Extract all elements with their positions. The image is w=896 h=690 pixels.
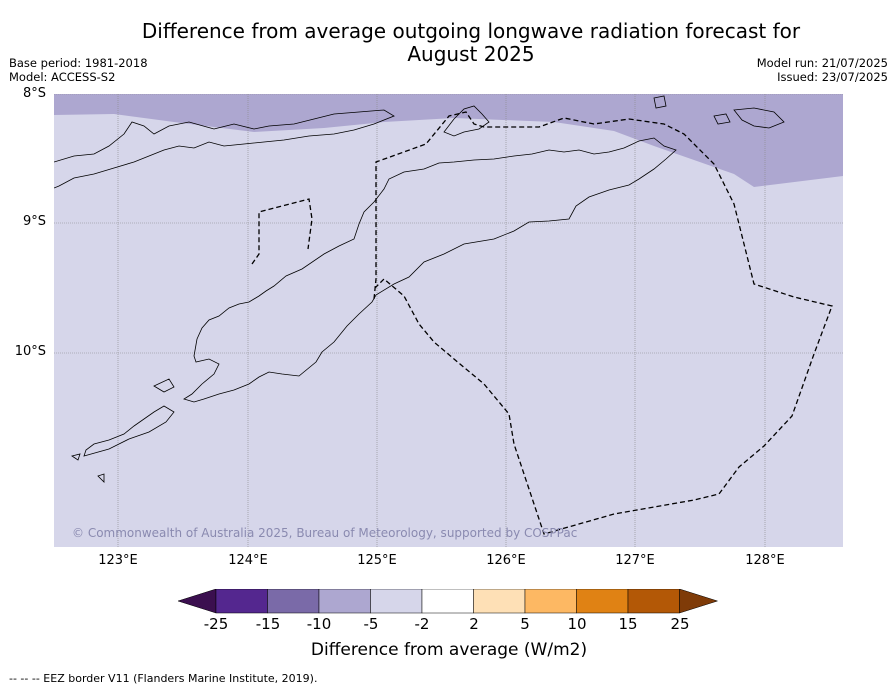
colorbar-label: -2 <box>414 615 430 633</box>
model-run: Model run: 21/07/2025 <box>756 56 888 70</box>
lon-label-128e: 128°E <box>745 553 785 568</box>
coastlines <box>54 95 785 483</box>
colorbar-label: 15 <box>618 615 638 633</box>
map-title: Difference from average outgoing longwav… <box>100 20 842 66</box>
colorbar-label: 10 <box>567 615 587 633</box>
model-name: Model: ACCESS-S2 <box>9 70 116 84</box>
lon-label-125e: 125°E <box>357 553 397 568</box>
colorbar <box>178 589 719 614</box>
map-background <box>54 94 843 547</box>
colorbar-swatch <box>627 589 680 614</box>
wetar-coastline <box>733 107 785 129</box>
colorbar-label: -5 <box>363 615 379 633</box>
sumba-coastline <box>83 405 175 457</box>
lon-label-123e: 123°E <box>98 553 138 568</box>
colorbar-swatch <box>576 589 629 614</box>
eez-border-west <box>251 198 313 265</box>
colorbar-label: -15 <box>255 615 281 633</box>
colorbar-swatch <box>267 589 320 614</box>
colorbar-label: -25 <box>203 615 229 633</box>
lon-label-127e: 127°E <box>615 553 655 568</box>
title-line-2: August 2025 <box>407 42 535 66</box>
graticule <box>54 94 843 547</box>
issued-date: Issued: 23/07/2025 <box>777 70 888 84</box>
colorbar-label: 2 <box>469 615 479 633</box>
eez-border-main <box>373 111 833 535</box>
savu-coastline <box>71 453 81 461</box>
colorbar-label: -10 <box>306 615 332 633</box>
eez-footnote: -- -- -- EEZ border V11 (Flanders Marine… <box>9 672 318 685</box>
map-canvas <box>54 94 843 547</box>
island-small-1 <box>713 113 731 125</box>
title-line-1: Difference from average outgoing longwav… <box>141 19 801 43</box>
colorbar-label: 5 <box>520 615 530 633</box>
lat-label-9s: 9°S <box>22 214 46 229</box>
colorbar-extend-low <box>178 589 217 614</box>
colorbar-label: 25 <box>670 615 690 633</box>
base-period: Base period: 1981-2018 <box>9 56 148 70</box>
eez-border <box>251 111 833 535</box>
colorbar-swatch <box>473 589 526 614</box>
colorbar-swatch <box>421 589 474 614</box>
island-small-2 <box>653 95 667 109</box>
colorbar-title: Difference from average (W/m2) <box>310 640 588 660</box>
island-small-3 <box>97 473 105 483</box>
colorbar-swatch <box>318 589 371 614</box>
meta-right: Model run: 21/07/2025 Issued: 23/07/2025 <box>757 56 888 84</box>
lat-label-8s: 8°S <box>22 86 46 101</box>
lat-label-10s: 10°S <box>14 344 46 359</box>
north-anomaly-band <box>54 94 843 187</box>
colorbar-extend-high <box>679 589 719 614</box>
colorbar-swatch <box>524 589 577 614</box>
lon-label-126e: 126°E <box>486 553 526 568</box>
flores-coastline <box>54 109 395 189</box>
meta-left: Base period: 1981-2018 Model: ACCESS-S2 <box>9 56 148 84</box>
colorbar-swatch <box>215 589 268 614</box>
colorbar-swatch <box>370 589 423 614</box>
lon-label-124e: 124°E <box>228 553 268 568</box>
timor-coastline <box>183 137 677 403</box>
copyright-text: © Commonwealth of Australia 2025, Bureau… <box>72 526 578 540</box>
rote-coastline <box>153 378 175 393</box>
